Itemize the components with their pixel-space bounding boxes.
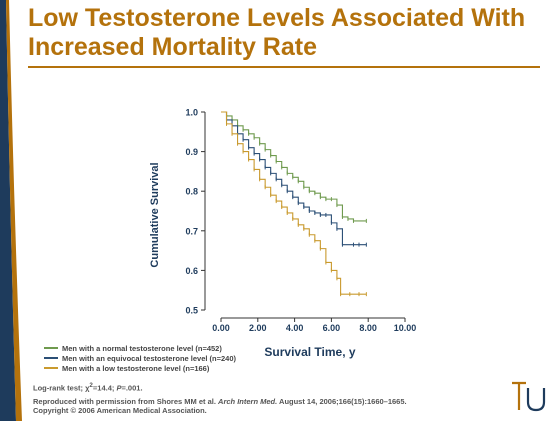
legend-item-equivocal: Men with an equivocal testosterone level… xyxy=(44,353,236,363)
y-tick-label: 0.9 xyxy=(185,147,198,157)
x-tick-label: 2.00 xyxy=(249,323,267,333)
legend-label-low: Men with a low testosterone level (n=166… xyxy=(62,363,210,373)
copyright-text: Copyright © 2006 American Medical Associ… xyxy=(33,406,207,415)
series-layer xyxy=(221,111,367,297)
x-tick-label: 6.00 xyxy=(323,323,341,333)
legend-label-normal: Men with a normal testosterone level (n=… xyxy=(62,343,222,353)
title-line-1: Low Testosterone Levels Associated With xyxy=(28,4,526,32)
chart-legend: Men with a normal testosterone level (n=… xyxy=(44,343,236,373)
series-line-1 xyxy=(221,111,367,246)
y-tick-label: 0.6 xyxy=(185,266,198,276)
stats-footnote: Log-rank test; χ2=14.4; P=.001. xyxy=(33,382,143,393)
legend-item-normal: Men with a normal testosterone level (n=… xyxy=(44,343,236,353)
y-tick-label: 0.7 xyxy=(185,226,198,236)
citation-rest: August 14, 2006;166(15):1660–1665. xyxy=(277,397,407,406)
x-axis-ticks: 0.00 2.00 4.00 6.00 8.00 10.00 xyxy=(212,318,416,333)
citation-journal: Arch Intern Med. xyxy=(218,397,278,406)
title-line-2: Increased Mortality Rate xyxy=(28,33,317,61)
legend-swatch-low xyxy=(44,367,58,369)
y-axis-ticks: 0.5 0.6 0.7 0.8 0.9 1.0 xyxy=(185,108,205,316)
legend-item-low: Men with a low testosterone level (n=166… xyxy=(44,363,236,373)
x-tick-label: 10.00 xyxy=(394,323,417,333)
x-tick-label: 8.00 xyxy=(359,323,377,333)
x-tick-label: 4.00 xyxy=(286,323,304,333)
y-tick-label: 0.5 xyxy=(185,306,198,316)
y-axis-label: Cumulative Survival xyxy=(149,162,161,267)
tu-logo-icon xyxy=(512,381,546,412)
stats-text-mid: =14.4; xyxy=(92,383,117,393)
x-tick-label: 0.00 xyxy=(212,323,230,333)
citation-footnote: Reproduced with permission from Shores M… xyxy=(33,397,453,415)
legend-label-equivocal: Men with an equivocal testosterone level… xyxy=(62,353,237,363)
y-tick-label: 1.0 xyxy=(185,108,198,118)
stats-text-prefix: Log-rank test; χ xyxy=(33,383,90,393)
stats-text-end: =.001. xyxy=(121,383,143,393)
legend-swatch-normal xyxy=(44,347,58,349)
stats-p-symbol: P xyxy=(116,383,122,393)
decorative-side-band xyxy=(0,0,24,421)
y-tick-label: 0.8 xyxy=(185,187,198,197)
citation-prefix: Reproduced with permission from Shores M… xyxy=(33,397,219,406)
title-divider xyxy=(28,66,540,68)
stats-superscript: 2 xyxy=(89,382,93,389)
legend-swatch-equivocal xyxy=(44,357,58,359)
page-title: Low Testosterone Levels Associated With … xyxy=(28,4,538,62)
x-axis-label: Survival Time, y xyxy=(264,345,355,359)
